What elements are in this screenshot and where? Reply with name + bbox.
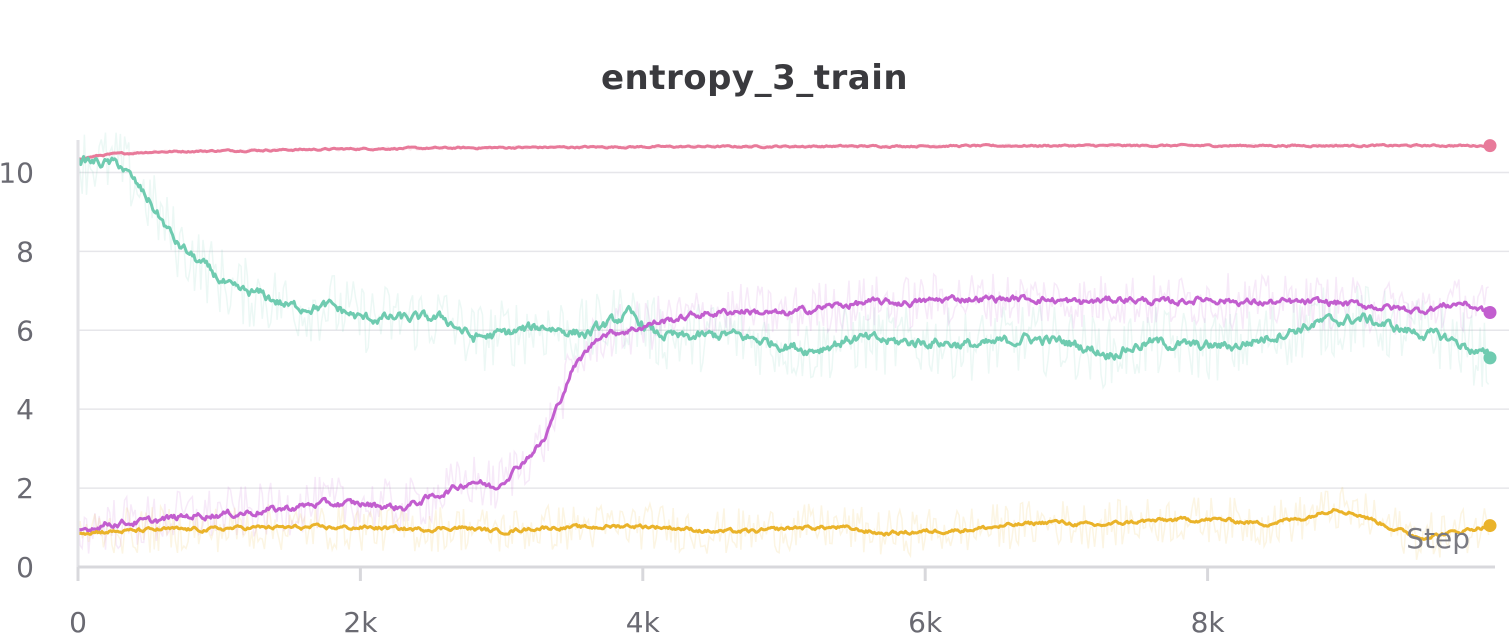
series-endpoint	[1483, 519, 1497, 533]
series-endpoint	[1483, 139, 1497, 153]
x-tick-label: 8k	[1191, 606, 1226, 639]
series-endpoint	[1483, 351, 1497, 365]
series-raw-line	[77, 272, 1489, 554]
y-tick-label: 8	[16, 235, 34, 268]
x-axis-label: Step	[1406, 522, 1470, 555]
x-tick-label: 4k	[626, 606, 661, 639]
raw-series-shading	[77, 132, 1490, 560]
chart-title: entropy_3_train	[600, 58, 909, 98]
y-tick-label: 6	[16, 314, 34, 347]
y-tick-label: 0	[16, 551, 34, 584]
series-raw-line	[77, 132, 1490, 390]
x-tick-label: 0	[69, 606, 87, 639]
y-tick-label: 2	[16, 472, 34, 505]
series-line	[77, 508, 1491, 541]
series-raw-line	[77, 486, 1490, 560]
y-tick-label: 10	[0, 156, 34, 189]
y-tick-label: 4	[16, 393, 34, 426]
series-lines	[76, 139, 1497, 541]
series-endpoint	[1483, 306, 1497, 320]
axes	[76, 140, 1495, 581]
series-line	[76, 155, 1492, 361]
series-line	[76, 293, 1492, 533]
x-tick-label: 2k	[343, 606, 378, 639]
series-line	[77, 142, 1491, 161]
x-tick-label: 6k	[908, 606, 943, 639]
tick-labels: 0 2 4 6 8 10 0 2k 4k 6k 8k	[0, 156, 1225, 639]
grid	[78, 171, 1509, 489]
